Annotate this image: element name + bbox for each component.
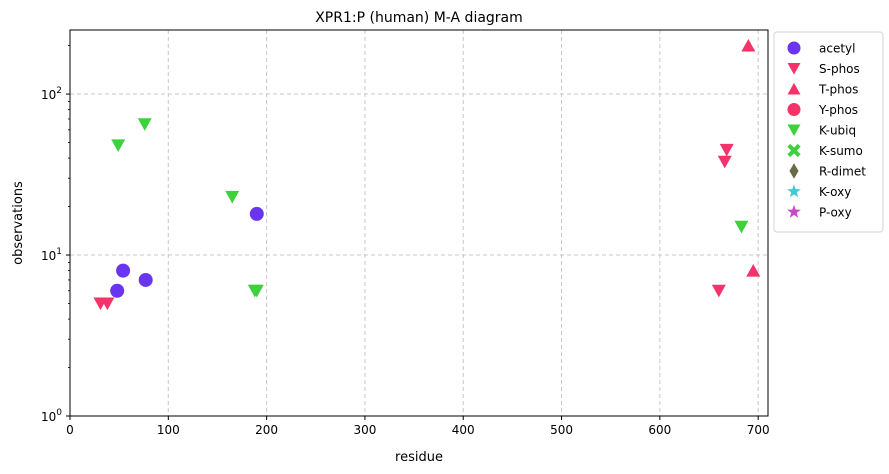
legend-marker-t-phos: [787, 82, 801, 95]
legend-marker-p-oxy: [787, 204, 801, 218]
data-point-s-phos: [719, 143, 734, 157]
data-points: [93, 38, 761, 311]
legend-marker-s-phos: [787, 62, 801, 75]
legend-marker-acetyl: [787, 41, 801, 55]
legend-label-k-sumo: K-sumo: [819, 144, 863, 158]
data-point-acetyl: [249, 206, 264, 221]
legend-marker-k-ubiq: [787, 124, 801, 137]
data-point-s-phos: [717, 155, 732, 169]
plot-area: [69, 29, 769, 417]
data-point-k-ubiq: [734, 220, 749, 234]
y-tick-label: 101: [41, 247, 62, 263]
x-tick-label: 200: [255, 423, 278, 437]
legend-marker-k-sumo: [787, 143, 801, 158]
legend-marker-r-dimet: [789, 163, 799, 179]
x-tick-label: 600: [648, 423, 671, 437]
data-point-t-phos: [746, 263, 761, 277]
y-axis-label: observations: [11, 181, 26, 265]
x-tick-label: 500: [550, 423, 573, 437]
data-point-s-phos: [711, 284, 726, 298]
legend-label-k-oxy: K-oxy: [819, 185, 851, 199]
data-point-k-ubiq: [111, 139, 126, 153]
y-tick-label: 100: [41, 408, 62, 424]
legend-label-r-dimet: R-dimet: [819, 165, 866, 179]
x-tick-label: 100: [157, 423, 180, 437]
x-tick-label: 400: [452, 423, 475, 437]
legend-label-t-phos: T-phos: [818, 83, 858, 97]
legend-marker-y-phos: [787, 103, 801, 116]
data-point-s-phos: [100, 297, 115, 311]
legend-box: [773, 31, 884, 233]
data-point-k-ubiq: [249, 284, 264, 298]
x-tick-label: 700: [747, 423, 770, 437]
legend-label-p-oxy: P-oxy: [819, 206, 852, 220]
y-tick-label: 102: [41, 86, 62, 102]
data-point-acetyl: [110, 283, 125, 298]
gridlines: [70, 30, 768, 416]
legend: acetyl S-phos T-phos Y-phos K-ubiq K-sumo R-di…: [773, 31, 884, 233]
chart-title: XPR1:P (human) M-A diagram: [315, 10, 523, 26]
x-tick-label: 300: [353, 423, 376, 437]
legend-label-y-phos: Y-phos: [818, 103, 858, 117]
x-tick-label: 0: [66, 423, 74, 437]
legend-label-s-phos: S-phos: [819, 62, 860, 76]
legend-label-k-ubiq: K-ubiq: [819, 124, 856, 138]
data-point-k-ubiq: [137, 118, 152, 131]
data-point-k-ubiq: [225, 190, 240, 204]
data-point-t-phos: [741, 38, 756, 52]
data-point-acetyl: [116, 263, 131, 278]
axis-ticks: 0 100 200 300 400 500 600 700 100 101 102: [41, 45, 770, 437]
data-point-acetyl: [138, 272, 153, 287]
legend-marker-k-oxy: [787, 184, 801, 198]
x-axis-label: residue: [395, 450, 443, 465]
legend-label-acetyl: acetyl: [819, 42, 855, 56]
